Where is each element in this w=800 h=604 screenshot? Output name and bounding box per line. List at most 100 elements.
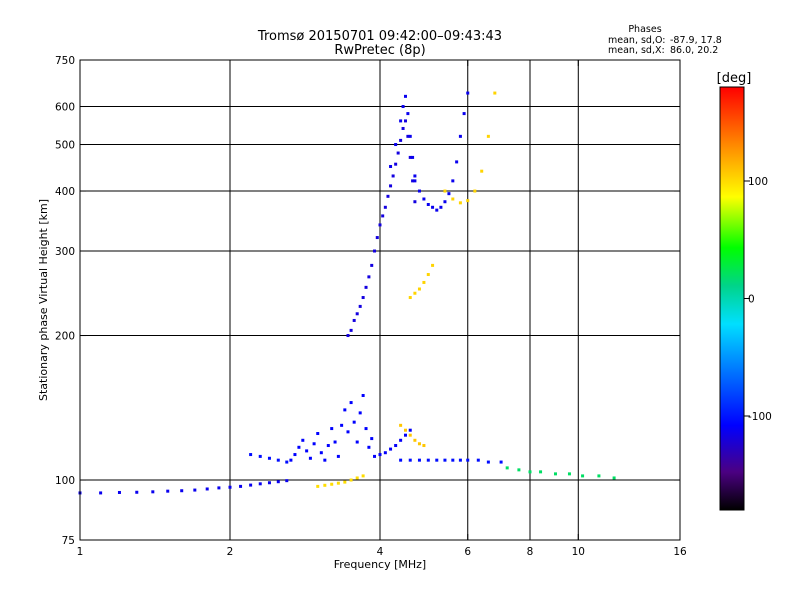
y-tick-label: 200 xyxy=(55,331,75,343)
data-point xyxy=(480,169,484,173)
data-point xyxy=(205,487,209,491)
data-point xyxy=(413,438,417,442)
data-point xyxy=(330,482,334,486)
data-point xyxy=(258,454,262,458)
phase-stats-heading: Phases xyxy=(628,24,661,35)
data-point xyxy=(394,162,398,166)
x-tick-label: 2 xyxy=(227,546,234,558)
data-point xyxy=(406,112,410,116)
data-point xyxy=(258,482,262,486)
data-point xyxy=(330,427,334,431)
data-point xyxy=(426,458,430,462)
data-point xyxy=(367,275,371,279)
data-point xyxy=(406,134,410,138)
data-point xyxy=(417,287,421,291)
data-point xyxy=(343,480,347,484)
x-axis-label: Frequency [MHz] xyxy=(334,558,426,571)
data-point xyxy=(319,451,323,455)
data-point xyxy=(349,328,353,332)
data-point xyxy=(612,476,616,480)
data-points xyxy=(78,91,616,495)
data-point xyxy=(346,430,350,434)
data-point xyxy=(389,164,393,168)
data-point xyxy=(343,408,347,412)
data-point xyxy=(466,91,470,95)
phase-o-label: mean, sd,O: xyxy=(608,35,666,46)
x-tick-label: 10 xyxy=(572,546,585,558)
data-point xyxy=(413,200,417,204)
colorbar-tick-label: 100 xyxy=(748,176,768,188)
data-point xyxy=(401,105,405,109)
data-point xyxy=(422,280,426,284)
data-point xyxy=(399,119,403,123)
y-tick-label: 600 xyxy=(55,102,75,114)
data-point xyxy=(370,437,374,441)
data-point xyxy=(352,318,356,322)
data-point xyxy=(408,458,412,462)
data-point xyxy=(323,458,327,462)
data-point xyxy=(389,184,393,188)
chart-title: Tromsø 20150701 09:42:00–09:43:43 xyxy=(257,29,502,44)
data-point xyxy=(285,479,289,483)
y-tick-label: 400 xyxy=(55,186,75,198)
data-point xyxy=(135,490,139,494)
data-point xyxy=(455,160,459,164)
data-point xyxy=(381,214,385,218)
y-tick-label: 750 xyxy=(55,55,75,67)
data-point xyxy=(378,223,382,227)
data-point xyxy=(431,205,435,209)
colorbar-label: [deg] xyxy=(717,71,752,86)
data-point xyxy=(399,458,403,462)
data-point xyxy=(361,296,365,300)
data-point xyxy=(517,468,521,472)
data-point xyxy=(349,401,353,405)
data-point xyxy=(401,126,405,130)
data-point xyxy=(439,205,443,209)
data-point xyxy=(249,453,253,457)
data-point xyxy=(413,179,417,183)
data-point xyxy=(422,444,426,448)
data-point xyxy=(408,433,412,437)
data-point xyxy=(378,453,382,457)
data-point xyxy=(297,445,301,449)
data-point xyxy=(462,112,466,116)
data-point xyxy=(117,490,121,494)
data-point xyxy=(355,312,359,316)
data-point xyxy=(323,483,327,487)
data-point xyxy=(285,460,289,464)
data-point xyxy=(228,485,232,489)
data-point xyxy=(413,174,417,178)
data-point xyxy=(408,134,412,138)
data-point xyxy=(466,199,470,203)
data-point xyxy=(99,491,103,495)
data-point xyxy=(361,474,365,478)
data-point xyxy=(383,451,387,455)
data-point xyxy=(358,304,362,308)
data-point xyxy=(340,423,344,427)
data-point xyxy=(316,484,320,488)
data-point xyxy=(346,334,350,338)
data-point xyxy=(581,474,585,478)
colorbar-ticks: 100 0 -100 xyxy=(744,176,772,423)
data-point xyxy=(408,428,412,432)
data-point xyxy=(396,151,400,155)
data-point xyxy=(486,460,490,464)
data-point xyxy=(426,273,430,277)
data-point xyxy=(217,486,221,490)
data-point xyxy=(394,444,398,448)
data-point xyxy=(364,285,368,289)
data-point xyxy=(336,481,340,485)
data-point xyxy=(326,444,330,448)
data-point xyxy=(399,438,403,442)
data-point xyxy=(301,438,305,442)
y-tick-label: 75 xyxy=(62,535,75,547)
data-point xyxy=(486,134,490,138)
data-point xyxy=(403,94,407,98)
data-point xyxy=(308,456,312,460)
x-tick-label: 16 xyxy=(673,546,687,558)
data-point xyxy=(312,442,316,446)
data-point xyxy=(417,458,421,462)
colorbar-tick-label: 0 xyxy=(748,294,755,306)
